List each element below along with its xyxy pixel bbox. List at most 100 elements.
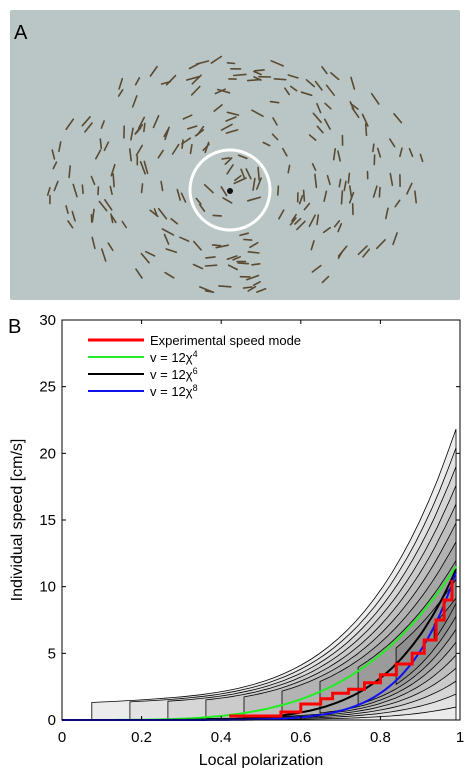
fish — [273, 118, 277, 125]
fish — [342, 191, 343, 204]
x-tick-label: 0.4 — [211, 729, 232, 746]
fish — [85, 123, 92, 132]
fish — [288, 75, 298, 78]
fish — [206, 257, 215, 258]
fish — [297, 221, 305, 229]
fish — [288, 165, 289, 172]
fish — [410, 149, 413, 157]
x-tick-label: 0.6 — [290, 729, 311, 746]
fish — [307, 80, 315, 87]
fish — [165, 273, 174, 278]
fish — [344, 181, 346, 190]
panel-label-a: A — [14, 22, 27, 45]
fish — [119, 79, 122, 89]
fish — [122, 222, 126, 228]
fish — [327, 85, 335, 95]
fish-school-image — [10, 10, 460, 300]
fish — [214, 105, 222, 111]
fish — [68, 221, 73, 228]
fish — [407, 184, 412, 194]
fish — [104, 142, 108, 150]
fish — [325, 103, 331, 108]
fish — [235, 176, 241, 181]
fish — [82, 185, 83, 193]
fish — [197, 61, 209, 64]
fish — [196, 199, 201, 205]
fish — [113, 174, 114, 187]
fish — [177, 190, 180, 200]
fish — [194, 242, 201, 250]
fish — [390, 139, 395, 147]
fish — [213, 215, 221, 216]
fish — [324, 191, 326, 201]
fish — [158, 151, 163, 158]
fish — [166, 249, 176, 252]
fish — [363, 249, 369, 257]
fish — [192, 87, 200, 95]
fish — [91, 177, 94, 185]
fish — [400, 148, 402, 156]
fish-group — [48, 57, 423, 293]
fish — [165, 235, 169, 245]
x-tick-label: 0.8 — [370, 729, 391, 746]
y-tick-label: 20 — [39, 445, 56, 462]
fish — [227, 165, 233, 174]
fish — [317, 104, 321, 113]
fish — [226, 130, 237, 133]
fish — [324, 228, 331, 233]
fish — [248, 252, 259, 253]
fish — [219, 286, 231, 287]
fish — [386, 208, 388, 218]
fish — [271, 102, 279, 103]
fish — [240, 233, 248, 235]
fish — [335, 221, 340, 227]
fish — [328, 176, 331, 185]
fish — [255, 70, 264, 71]
fish — [415, 191, 416, 203]
fish — [159, 209, 167, 219]
fish — [99, 202, 106, 211]
legend-entry: v = 12χ4 — [150, 349, 198, 365]
fish — [273, 134, 278, 139]
fish — [317, 126, 323, 132]
fish — [300, 196, 303, 204]
fish — [379, 188, 380, 197]
legend-entry: v = 12χ8 — [150, 383, 198, 399]
fish — [263, 143, 269, 146]
fish — [228, 63, 235, 64]
fish — [393, 233, 397, 245]
fish — [252, 264, 260, 265]
fish — [238, 263, 248, 264]
fish — [254, 72, 261, 75]
fish — [213, 245, 221, 246]
fish — [110, 187, 112, 195]
fish — [338, 224, 341, 232]
fish — [52, 150, 54, 159]
legend-exponent: 4 — [193, 349, 198, 359]
fish — [119, 90, 123, 96]
fish — [227, 112, 238, 115]
legend-entry: Experimental speed mode — [150, 333, 301, 348]
fish — [420, 154, 422, 161]
fish — [278, 186, 279, 195]
fish — [244, 287, 252, 288]
fish — [146, 252, 155, 256]
fish — [182, 140, 183, 148]
fish — [241, 169, 244, 177]
fish — [348, 173, 349, 183]
y-tick-label: 0 — [48, 712, 56, 729]
fish — [102, 249, 106, 261]
fish — [191, 145, 192, 154]
fish — [394, 114, 401, 123]
x-tick-label: 0.2 — [131, 729, 152, 746]
legend-entry: v = 12χ6 — [150, 366, 198, 382]
fish — [310, 135, 316, 140]
fish — [150, 67, 157, 76]
fish — [309, 215, 315, 226]
fish — [136, 269, 142, 278]
fish — [161, 182, 163, 191]
fish — [304, 204, 309, 210]
y-tick-label: 30 — [39, 312, 56, 329]
fish — [82, 117, 90, 126]
x-tick-label: 0 — [58, 729, 66, 746]
